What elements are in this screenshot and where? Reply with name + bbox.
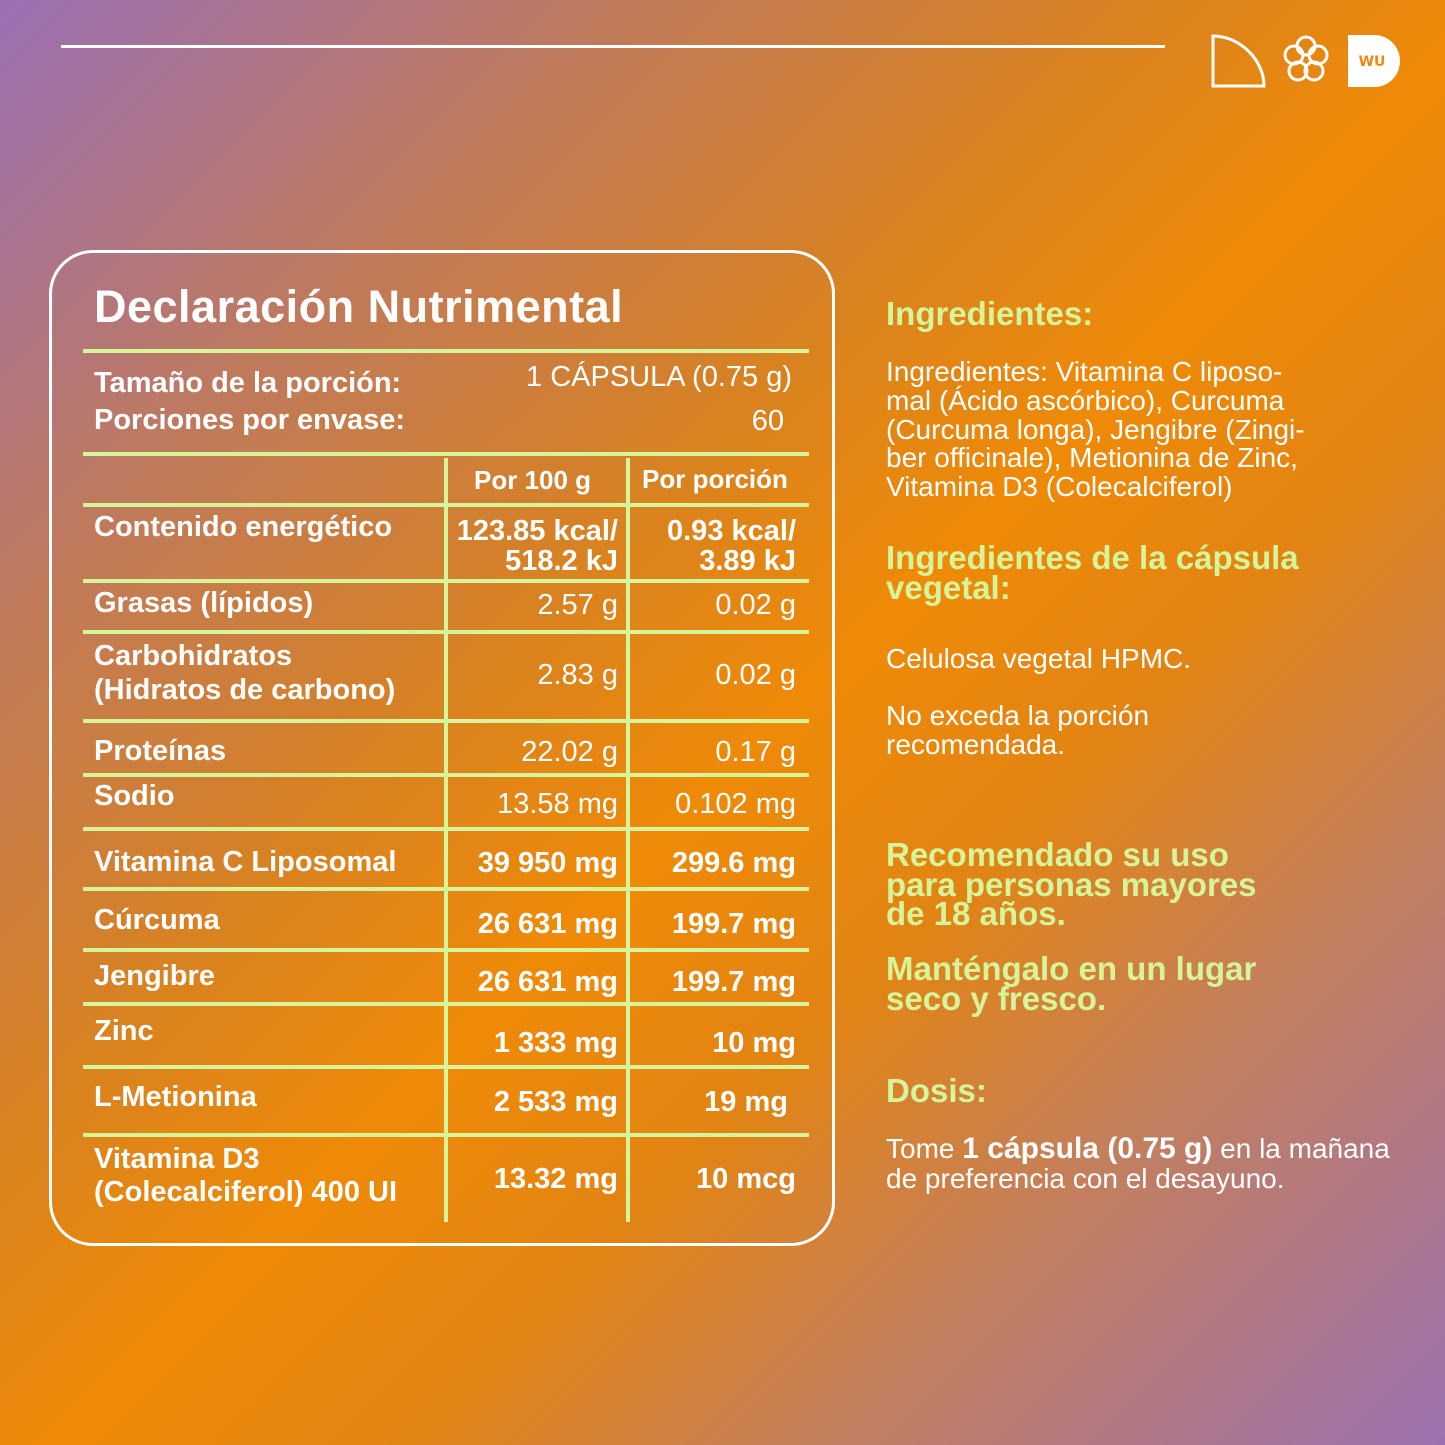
- cell-ginger-perserving: 199.7 mg: [671, 966, 796, 998]
- cell-curcuma-per100: 26 631 mg: [477, 908, 618, 940]
- row-label-sodium: Sodio: [94, 780, 175, 812]
- row-label-vitamin-d3-sub: (Colecalciferol) 400 UI: [94, 1176, 397, 1208]
- age-recommendation: Recomendado su uso para personas mayores…: [886, 836, 1257, 933]
- cell-ginger-per100: 26 631 mg: [477, 966, 618, 998]
- column-divider: [626, 458, 630, 1222]
- cell-energy-perserving: 0.93 kcal/: [667, 515, 796, 547]
- row-label-fats: Grasas (lípidos): [94, 587, 314, 619]
- servings-label: Porciones por envase:: [94, 404, 406, 436]
- divider: [83, 1002, 809, 1006]
- nutrition-facts-card: Declaración Nutrimental Tamaño de la por…: [49, 250, 835, 1246]
- column-divider: [444, 458, 448, 1222]
- cell-fats-perserving: 0.02 g: [715, 589, 796, 621]
- top-divider-line: [61, 45, 1165, 48]
- divider: [83, 887, 809, 891]
- cell-vitamin-d3-per100: 13.32 mg: [493, 1163, 618, 1195]
- dose-heading: Dosis:: [886, 1072, 987, 1109]
- row-label-vitamin-d3: Vitamina D3: [94, 1143, 260, 1175]
- cell-methionine-perserving: 19 mg: [704, 1086, 788, 1118]
- cell-vitamin-c-per100: 39 950 mg: [477, 847, 618, 879]
- cell-energy-per100-kj: 518.2 kJ: [505, 545, 618, 577]
- flower-icon: [1283, 35, 1329, 82]
- row-label-vitamin-c: Vitamina C Liposomal: [94, 846, 397, 878]
- cell-zinc-per100: 1 333 mg: [493, 1027, 618, 1059]
- quarter-circle-icon: [1211, 34, 1266, 88]
- cell-vitamin-c-perserving: 299.6 mg: [671, 847, 796, 879]
- cell-proteins-perserving: 0.17 g: [715, 736, 796, 768]
- row-label-carbs-sub: (Hidratos de carbono): [94, 674, 396, 706]
- row-label-curcuma: Cúrcuma: [94, 904, 220, 936]
- card-title: Declaración Nutrimental: [94, 281, 624, 332]
- ingredients-text: Ingredientes: Vitamina C liposo- mal (Ác…: [886, 356, 1305, 503]
- cell-energy-perserving-kj: 3.89 kJ: [699, 545, 796, 577]
- brand-logo-badge: WU: [1348, 35, 1400, 87]
- serving-size-value: 1 CÁPSULA (0.75 g): [526, 361, 792, 393]
- divider: [83, 1133, 809, 1137]
- divider: [83, 719, 809, 723]
- divider: [83, 827, 809, 831]
- ingredients-heading: Ingredientes:: [886, 295, 1094, 332]
- dose-text: Tome 1 cápsula (0.75 g) en la mañana de …: [886, 1132, 1390, 1194]
- divider: [83, 349, 809, 353]
- divider: [83, 452, 809, 456]
- capsule-ingredients-heading: Ingredientes de la cápsula vegetal:: [886, 539, 1299, 606]
- divider: [83, 1065, 809, 1069]
- cell-curcuma-perserving: 199.7 mg: [671, 908, 796, 940]
- cell-sodium-perserving: 0.102 mg: [675, 788, 796, 820]
- serving-size-label: Tamaño de la porción:: [94, 367, 402, 399]
- cell-zinc-perserving: 10 mg: [712, 1027, 796, 1059]
- row-label-carbs: Carbohidratos: [94, 640, 293, 672]
- servings-value: 60: [751, 405, 784, 437]
- row-label-ginger: Jengibre: [94, 960, 215, 992]
- row-label-proteins: Proteínas: [94, 735, 227, 767]
- cell-methionine-per100: 2 533 mg: [493, 1086, 618, 1118]
- divider: [83, 579, 809, 583]
- cell-carbs-per100: 2.83 g: [537, 659, 618, 691]
- row-label-methionine: L-Metionina: [94, 1081, 257, 1113]
- cell-energy-per100: 123.85 kcal/: [456, 515, 618, 547]
- divider: [83, 773, 809, 777]
- svg-text:WU: WU: [1359, 54, 1386, 70]
- cell-proteins-per100: 22.02 g: [521, 736, 618, 768]
- row-label-energy: Contenido energético: [94, 511, 393, 543]
- row-label-zinc: Zinc: [94, 1015, 154, 1047]
- divider: [83, 630, 809, 634]
- col-header-perserving: Por porción: [642, 464, 788, 494]
- cell-fats-per100: 2.57 g: [537, 589, 618, 621]
- cell-vitamin-d3-perserving: 10 mcg: [696, 1163, 796, 1195]
- cell-carbs-perserving: 0.02 g: [715, 659, 796, 691]
- cell-sodium-per100: 13.58 mg: [497, 788, 618, 820]
- divider: [83, 948, 809, 952]
- capsule-ingredients-text: Celulosa vegetal HPMC.: [886, 643, 1192, 674]
- col-header-per100: Por 100 g: [474, 465, 592, 495]
- portion-warning: No exceda la porción recomendada.: [886, 700, 1150, 760]
- storage-instruction: Manténgalo en un lugar seco y fresco.: [886, 950, 1257, 1017]
